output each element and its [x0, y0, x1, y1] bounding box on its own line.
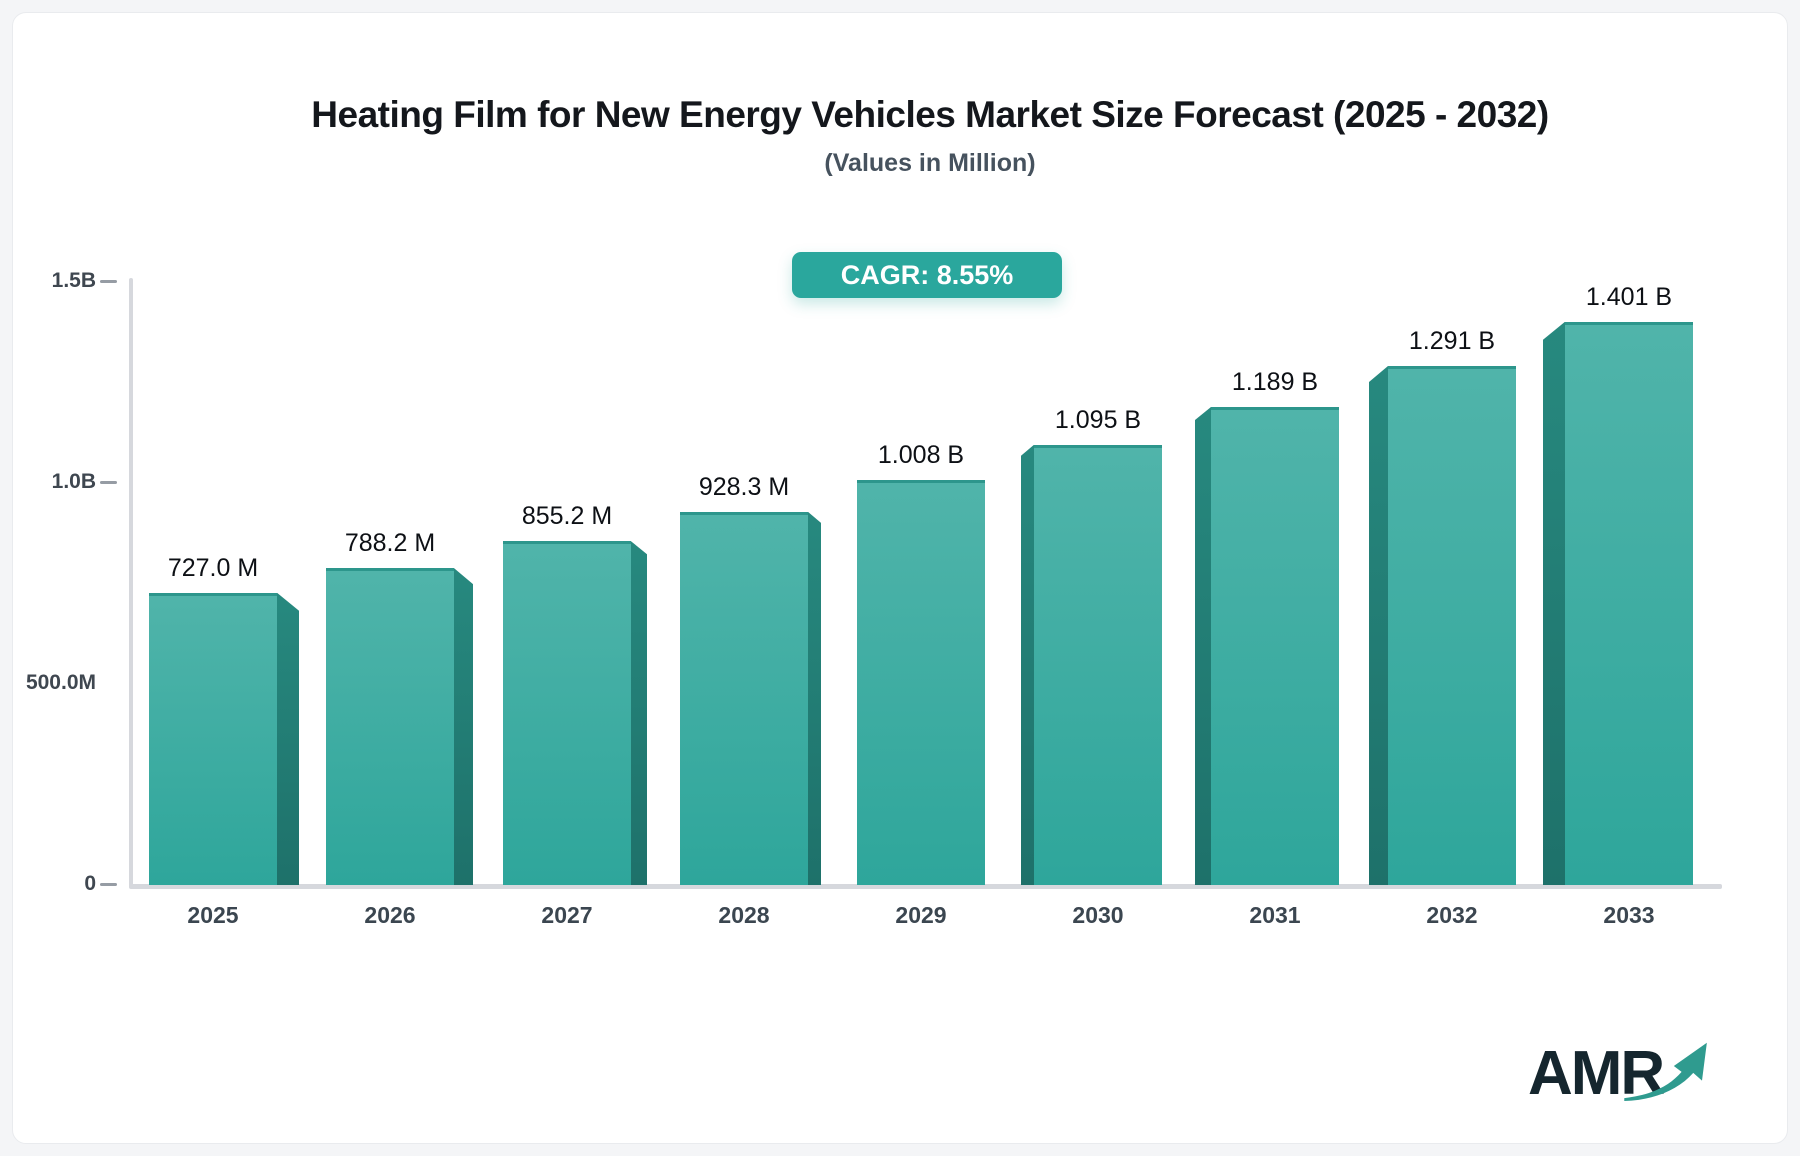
- x-axis-label-2030: 2030: [1072, 902, 1124, 928]
- y-axis-label-1.5B: 1.5B: [51, 269, 96, 292]
- bar-side-panel-2028: [808, 511, 821, 885]
- bar-2033: [1565, 321, 1693, 885]
- bar-side-panel-2027: [631, 541, 647, 885]
- value-label-2026: 788.2 M: [344, 529, 436, 558]
- bar-2030: [1034, 444, 1162, 885]
- x-axis-label-2031: 2031: [1249, 902, 1301, 928]
- value-label-2029: 1.008 B: [877, 440, 965, 469]
- value-label-2028: 928.3 M: [698, 472, 790, 501]
- bar-side-panel-2032: [1369, 366, 1388, 885]
- x-axis-label-2027: 2027: [541, 902, 593, 928]
- bar-side-panel-2025: [277, 592, 299, 885]
- y-axis-tick-0: [100, 883, 117, 886]
- bar-side-panel-2026: [454, 568, 473, 885]
- y-axis-tick-1.5B: [100, 280, 117, 283]
- value-label-2033: 1.401 B: [1585, 282, 1673, 311]
- value-label-2031: 1.189 B: [1231, 368, 1319, 397]
- cagr-badge: CAGR: 8.55%: [792, 252, 1062, 298]
- growth-arrow-icon: [1624, 1042, 1707, 1102]
- x-axis-label-2029: 2029: [895, 902, 947, 928]
- value-label-2032: 1.291 B: [1408, 327, 1496, 356]
- x-axis-label-2032: 2032: [1426, 902, 1478, 928]
- y-axis-line: [129, 278, 133, 888]
- bar-2029: [857, 479, 985, 885]
- bar-side-panel-2031: [1195, 407, 1211, 885]
- y-axis-label-500.0M: 500.0M: [25, 671, 96, 694]
- x-axis-label-2033: 2033: [1603, 902, 1655, 928]
- x-axis-line: [129, 884, 1722, 889]
- bar-2025: [149, 592, 277, 885]
- value-label-2025: 727.0 M: [167, 553, 259, 582]
- value-label-2030: 1.095 B: [1054, 405, 1142, 434]
- x-axis-label-2026: 2026: [364, 902, 416, 928]
- y-axis-tick-1.0B: [100, 481, 117, 484]
- amr-logo: AMR: [1528, 1038, 1718, 1108]
- y-axis-label-0: 0: [84, 872, 96, 895]
- bar-2028: [680, 511, 808, 885]
- chart-subtitle: (Values in Million): [824, 149, 1036, 177]
- bar-2031: [1211, 407, 1339, 885]
- x-axis-label-2025: 2025: [187, 902, 239, 928]
- y-axis-label-1.0B: 1.0B: [51, 470, 96, 493]
- bar-side-panel-2033: [1543, 321, 1565, 885]
- x-axis-label-2028: 2028: [718, 902, 770, 928]
- value-label-2027: 855.2 M: [521, 502, 613, 531]
- bar-side-panel-2030: [1021, 444, 1034, 885]
- chart-title: Heating Film for New Energy Vehicles Mar…: [311, 94, 1549, 135]
- bar-2026: [326, 568, 454, 885]
- bar-2032: [1388, 366, 1516, 885]
- bar-2027: [503, 541, 631, 885]
